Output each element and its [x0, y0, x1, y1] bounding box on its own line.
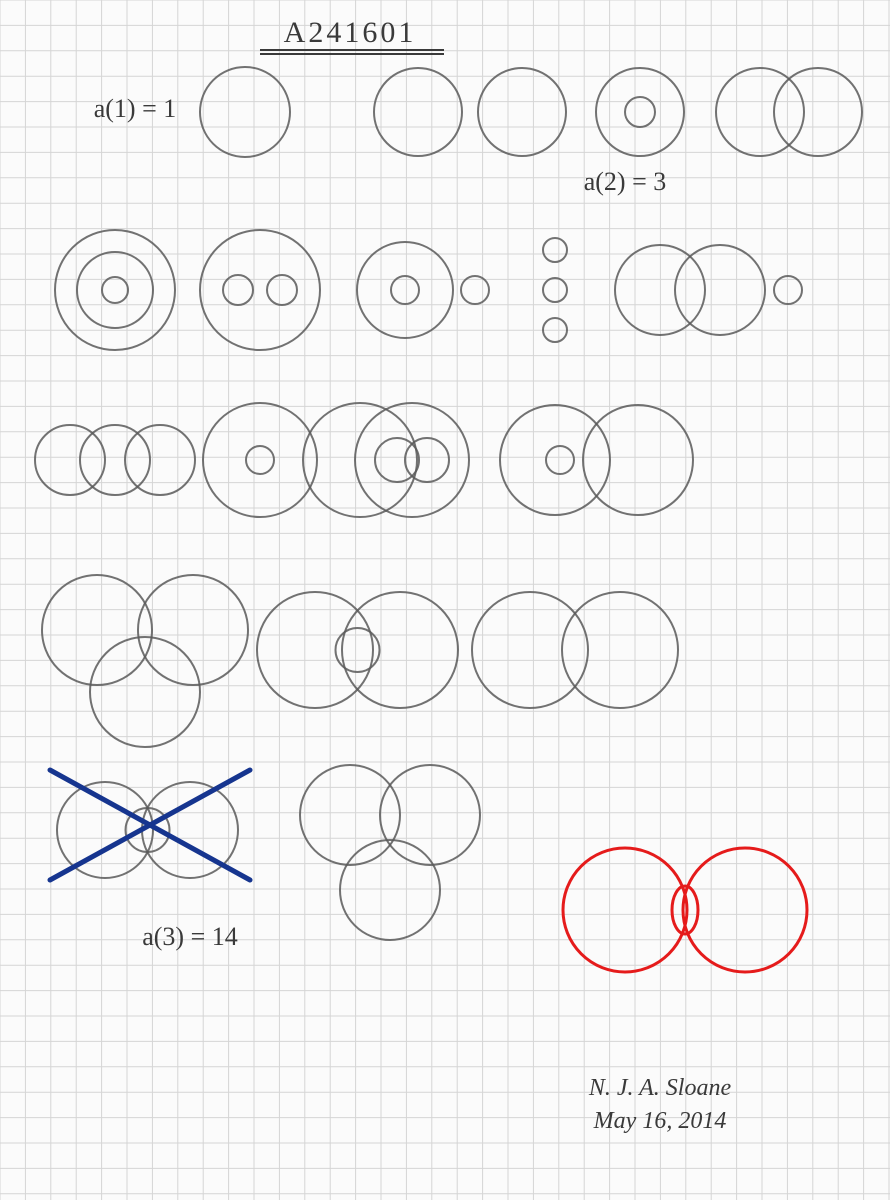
label-sig2: May 16, 2014 — [593, 1108, 727, 1134]
label-a3: a(3) = 14 — [142, 922, 238, 951]
title: A241601 — [284, 16, 417, 49]
diagram-canvas: A241601 a(1) = 1 a(2) = 3 a(3) = 14 N. J. A.… — [0, 0, 890, 1200]
paper-bg — [0, 0, 890, 1200]
label-a1: a(1) = 1 — [94, 94, 177, 123]
label-a2: a(2) = 3 — [584, 167, 667, 196]
label-sig1: N. J. A. Sloane — [588, 1075, 732, 1101]
